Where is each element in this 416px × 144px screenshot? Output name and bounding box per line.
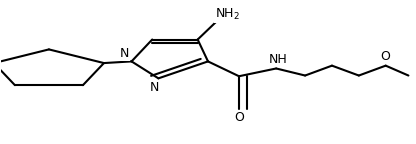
Text: N: N [150,81,159,94]
Text: NH: NH [269,54,287,67]
Text: NH$_2$: NH$_2$ [215,6,240,22]
Text: O: O [381,50,391,63]
Text: N: N [119,47,129,60]
Text: O: O [234,111,244,124]
